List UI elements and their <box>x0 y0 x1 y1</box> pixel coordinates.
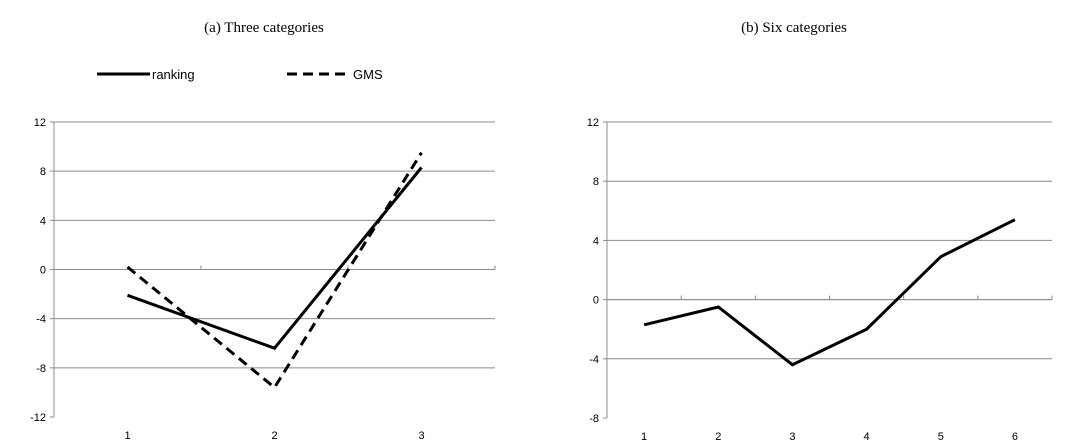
y-tick-label-b-1: 8 <box>593 176 599 188</box>
x-tick-label-b-0: 1 <box>641 431 647 443</box>
y-tick-label-b-0: 12 <box>587 117 599 129</box>
x-tick-label-a-0: 1 <box>124 430 130 442</box>
x-tick-label-b-1: 2 <box>715 431 721 443</box>
y-tick-label-b-5: -8 <box>589 413 599 425</box>
series-b-line <box>643 218 1016 367</box>
y-tick-label-a-3: 0 <box>40 265 46 277</box>
panel-b-title: (b) Six categories <box>741 20 847 36</box>
y-tick-label-b-4: -4 <box>589 354 599 366</box>
y-tick-label-a-0: 12 <box>34 117 46 129</box>
x-tick-label-b-3: 4 <box>864 431 870 443</box>
y-tick-label-a-2: 4 <box>40 215 46 227</box>
x-tick-label-b-4: 5 <box>938 431 944 443</box>
y-tick-label-b-3: 0 <box>593 295 599 307</box>
y-tick-label-a-4: -4 <box>36 314 46 326</box>
panel-a-title: (a) Three categories <box>204 20 324 36</box>
x-tick-label-b-5: 6 <box>1012 431 1018 443</box>
series-a-gms <box>126 151 423 390</box>
legend-label-gms: GMS <box>353 67 383 82</box>
legend-label-ranking: ranking <box>152 67 195 82</box>
y-tick-label-a-5: -8 <box>36 363 46 375</box>
series-a-ranking <box>126 166 423 350</box>
y-tick-label-b-2: 4 <box>593 235 599 247</box>
x-tick-label-a-1: 2 <box>271 430 277 442</box>
x-tick-label-b-2: 3 <box>789 431 795 443</box>
y-tick-label-a-6: -12 <box>30 412 46 424</box>
x-tick-label-a-2: 3 <box>418 430 424 442</box>
y-tick-label-a-1: 8 <box>40 166 46 178</box>
